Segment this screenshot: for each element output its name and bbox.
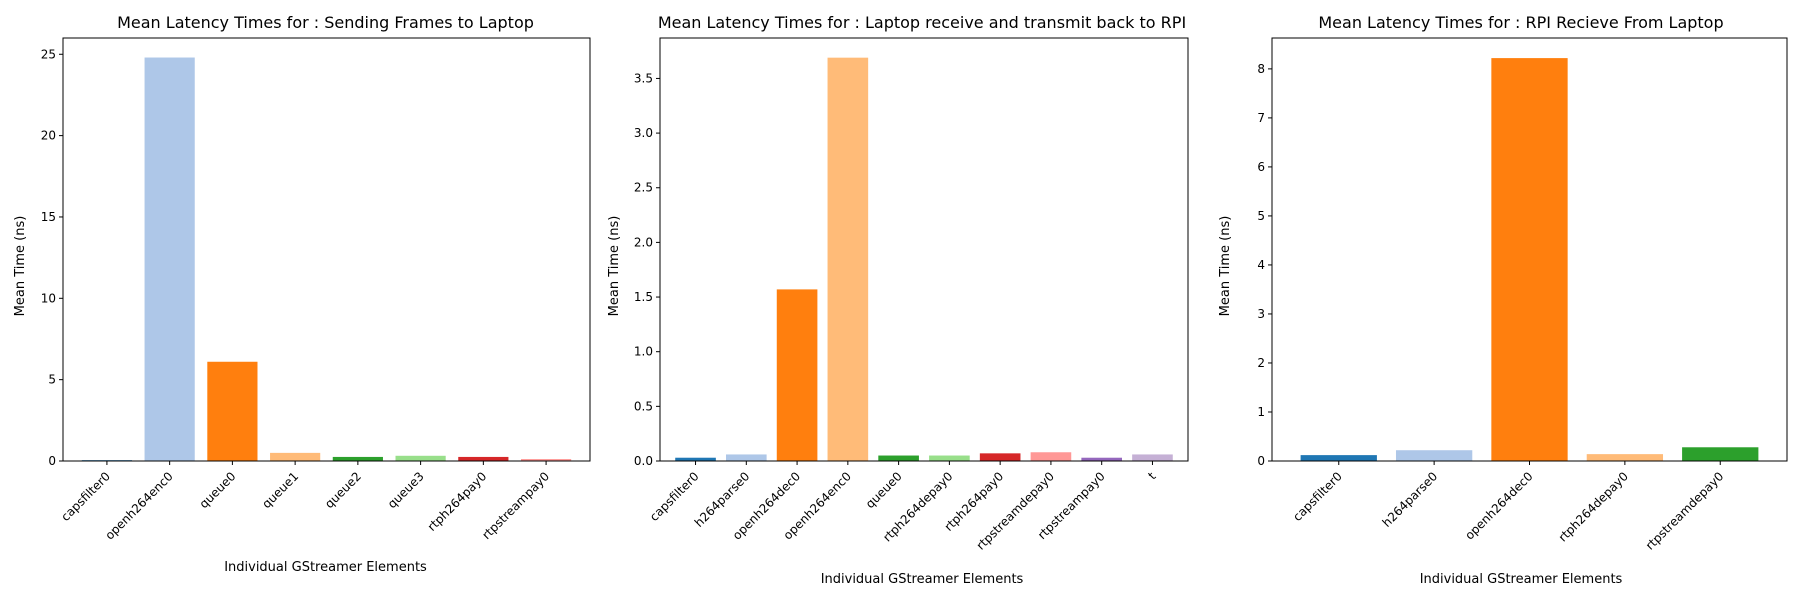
y-tick-label: 6 xyxy=(1257,160,1265,174)
y-tick-label: 2 xyxy=(1257,356,1265,370)
x-tick-label: queue2 xyxy=(322,469,364,511)
bar-rtph264pay0 xyxy=(458,456,509,461)
x-tick-label: capsfilter0 xyxy=(647,469,702,524)
y-tick-label: 0.0 xyxy=(634,454,653,468)
bar-queue2 xyxy=(332,456,383,461)
chart-panel-3: Mean Latency Times for : RPI Recieve Fro… xyxy=(1218,13,1788,587)
bar-h264parse0 xyxy=(726,454,767,461)
bar-rtpstreamdepay0 xyxy=(1030,452,1072,461)
y-tick-label: 5 xyxy=(1257,209,1265,223)
y-tick-label: 0 xyxy=(1257,454,1265,468)
x-tick-label: rtph264pay0 xyxy=(425,469,490,534)
y-tick-label: 1.5 xyxy=(634,290,653,304)
y-tick-label: 10 xyxy=(41,291,56,305)
y-tick-label: 20 xyxy=(41,129,56,143)
y-tick-label: 0.5 xyxy=(634,399,653,413)
bar-rtph264depay0 xyxy=(1586,454,1664,461)
axes-frame xyxy=(659,37,1189,462)
y-tick-label: 2.5 xyxy=(634,181,653,195)
bar-openh264enc0 xyxy=(144,57,195,462)
x-tick-label: h264parse0 xyxy=(1380,469,1441,530)
bar-queue1 xyxy=(270,452,321,461)
bar-openh264enc0 xyxy=(827,57,869,462)
chart-title: Mean Latency Times for : Sending Frames … xyxy=(117,13,534,32)
x-tick-label: rtpstreamdepay0 xyxy=(1643,469,1726,552)
y-tick-label: 2.0 xyxy=(634,235,653,249)
x-tick-label: queue0 xyxy=(197,469,239,511)
y-axis-label: Mean Time (ns) xyxy=(13,216,28,317)
y-tick-label: 4 xyxy=(1257,258,1265,272)
bar-rtpstreamdepay0 xyxy=(1682,447,1759,461)
y-tick-label: 7 xyxy=(1257,111,1265,125)
y-axis-label: Mean Time (ns) xyxy=(607,216,622,317)
y-tick-label: 0 xyxy=(48,454,56,468)
x-axis-label: Individual GStreamer Elements xyxy=(1420,572,1623,587)
bar-rtph264pay0 xyxy=(979,453,1021,461)
y-tick-label: 1.0 xyxy=(634,345,653,359)
chart-panel-2: Mean Latency Times for : Laptop receive … xyxy=(607,13,1189,587)
plot-area: 0 1 2 3 4 5 6 7 8 capsfilter0 h264parse0 openh264de… xyxy=(1257,37,1788,553)
x-tick-label: capsfilter0 xyxy=(1290,469,1345,524)
bar-t xyxy=(1132,454,1173,461)
bar-queue0 xyxy=(207,361,258,461)
y-tick-label: 3 xyxy=(1257,307,1265,321)
bar-openh264dec0 xyxy=(776,289,818,461)
x-axis-label: Individual GStreamer Elements xyxy=(224,560,427,575)
bar-capsfilter0 xyxy=(675,457,716,461)
x-tick-label: capsfilter0 xyxy=(58,469,113,524)
x-tick-label: queue3 xyxy=(385,469,427,511)
x-tick-label: openh264enc0 xyxy=(102,469,175,542)
chart-title: Mean Latency Times for : RPI Recieve Fro… xyxy=(1318,13,1723,32)
y-axis-label: Mean Time (ns) xyxy=(1218,216,1233,317)
x-tick-label: openh264dec0 xyxy=(1462,469,1535,542)
bar-queue0 xyxy=(878,455,919,461)
y-tick-label: 3.5 xyxy=(634,71,653,85)
x-axis-label: Individual GStreamer Elements xyxy=(821,572,1024,587)
y-tick-label: 8 xyxy=(1257,62,1265,76)
x-tick-label: rtph264depay0 xyxy=(1556,469,1631,544)
x-tick-label: queue1 xyxy=(259,469,301,511)
x-tick-label: rtpstreampay0 xyxy=(479,469,552,542)
y-tick-label: 25 xyxy=(41,47,56,61)
bar-capsfilter0 xyxy=(1300,455,1377,461)
chart-panel-1: Mean Latency Times for : Sending Frames … xyxy=(13,13,591,575)
bar-rtph264depay0 xyxy=(929,455,970,461)
y-tick-label: 15 xyxy=(41,210,56,224)
chart-title: Mean Latency Times for : Laptop receive … xyxy=(658,13,1186,32)
bar-queue3 xyxy=(395,455,446,461)
y-tick-label: 3.0 xyxy=(634,126,653,140)
bar-h264parse0 xyxy=(1395,450,1473,461)
x-tick-label: t xyxy=(1145,469,1158,482)
axes-frame xyxy=(62,37,591,462)
y-tick-label: 1 xyxy=(1257,405,1265,419)
bar-rtpstreampay0 xyxy=(1081,457,1122,461)
y-tick-label: 5 xyxy=(48,373,56,387)
plot-area: 0.00.51.01.52.02.53.03.5capsfilter0h264p… xyxy=(634,37,1189,553)
x-tick-label: queue0 xyxy=(863,469,905,511)
bar-rtpstreampay0 xyxy=(520,459,572,461)
bar-openh264dec0 xyxy=(1491,58,1568,461)
